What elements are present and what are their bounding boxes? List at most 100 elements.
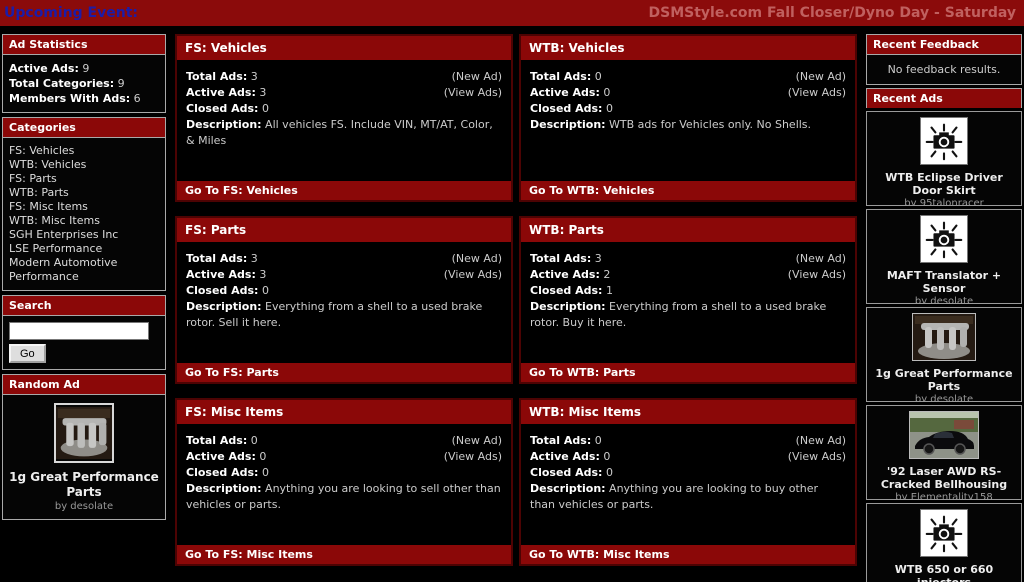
card-title: WTB: Vehicles <box>521 36 855 62</box>
description-line: Description: All vehicles FS. Include VI… <box>186 118 493 147</box>
random-ad-author: by desolate <box>54 501 114 512</box>
view-ads-link[interactable]: (View Ads) <box>787 450 846 463</box>
category-cards-grid: FS: Vehicles (New Ad) (View Ads) Total A… <box>175 34 857 582</box>
stat-members-with-ads: Members With Ads: 6 <box>9 92 141 105</box>
ad-statistics-panel: Ad Statistics Active Ads: 9 Total Catego… <box>2 34 166 113</box>
search-input[interactable] <box>9 322 149 340</box>
recent-ad-title: 1g Great Performance Parts <box>875 367 1013 393</box>
recent-ad-item[interactable]: '92 Laser AWD RS- Cracked Bellhousing by… <box>866 405 1022 500</box>
left-sidebar: Ad Statistics Active Ads: 9 Total Catego… <box>2 34 166 582</box>
active-ads-line: Active Ads: 2 <box>530 268 611 281</box>
random-ad-header: Random Ad <box>3 375 165 395</box>
intake-manifold-photo-svg <box>56 406 112 460</box>
page-content: Ad Statistics Active Ads: 9 Total Catego… <box>0 32 1024 582</box>
view-ads-link[interactable]: (View Ads) <box>443 86 502 99</box>
view-ads-link[interactable]: (View Ads) <box>443 268 502 281</box>
right-sidebar: Recent Feedback No feedback results. Rec… <box>866 34 1022 582</box>
car-photo <box>909 411 979 459</box>
recent-ad-author: by desolate <box>914 296 974 304</box>
recent-ad-item[interactable]: 1g Great Performance Parts by desolate <box>866 307 1022 402</box>
upcoming-event-label: Upcoming Event: <box>4 5 138 21</box>
go-to-category-link[interactable]: Go To FS: Misc Items <box>177 543 511 564</box>
recent-feedback-panel: Recent Feedback No feedback results. <box>866 34 1022 85</box>
recent-ad-item[interactable]: WTB Eclipse Driver Door Skirt by 95talon… <box>866 111 1022 206</box>
intake-manifold-photo[interactable] <box>54 403 114 463</box>
recent-ad-author: by 95talonracer <box>904 198 984 206</box>
sidebar-category-map[interactable]: Modern Automotive Performance <box>9 256 118 283</box>
no-photo-camera-icon <box>920 215 968 263</box>
total-ads-line: Total Ads: 3 <box>530 252 602 265</box>
sidebar-category-fs-vehicles[interactable]: FS: Vehicles <box>9 144 75 157</box>
card-fs-parts: FS: Parts (New Ad) (View Ads) Total Ads:… <box>175 216 513 384</box>
recent-ad-author: by desolate <box>914 394 974 402</box>
card-wtb-misc-items: WTB: Misc Items (New Ad) (View Ads) Tota… <box>519 398 857 566</box>
go-to-category-link[interactable]: Go To FS: Vehicles <box>177 179 511 200</box>
recent-feedback-header: Recent Feedback <box>867 35 1021 55</box>
active-ads-line: Active Ads: 0 <box>186 450 267 463</box>
closed-ads-line: Closed Ads: 1 <box>530 284 613 297</box>
recent-ad-item[interactable]: WTB 650 or 660 injectors by 95talonracer <box>866 503 1022 582</box>
go-to-category-link[interactable]: Go To WTB: Misc Items <box>521 543 855 564</box>
topbar: Upcoming Event: DSMStyle.com Fall Closer… <box>0 0 1024 32</box>
view-ads-link[interactable]: (View Ads) <box>787 268 846 281</box>
description-line: Description: WTB ads for Vehicles only. … <box>530 118 812 131</box>
card-wtb-vehicles: WTB: Vehicles (New Ad) (View Ads) Total … <box>519 34 857 202</box>
search-header: Search <box>3 296 165 316</box>
no-photo-camera-icon <box>920 117 968 165</box>
description-line: Description: Anything you are looking to… <box>186 482 501 511</box>
closed-ads-line: Closed Ads: 0 <box>186 284 269 297</box>
search-panel: Search Go <box>2 295 166 370</box>
new-ad-link[interactable]: (New Ad) <box>451 252 502 265</box>
active-ads-line: Active Ads: 0 <box>530 450 611 463</box>
card-title: WTB: Parts <box>521 218 855 244</box>
sidebar-category-wtb-vehicles[interactable]: WTB: Vehicles <box>9 158 87 171</box>
go-to-category-link[interactable]: Go To FS: Parts <box>177 361 511 382</box>
no-photo-camera-icon <box>920 509 968 557</box>
recent-ad-title: WTB Eclipse Driver Door Skirt <box>885 171 1003 197</box>
description-line: Description: Anything you are looking to… <box>530 482 819 511</box>
active-ads-line: Active Ads: 3 <box>186 86 267 99</box>
new-ad-link[interactable]: (New Ad) <box>795 252 846 265</box>
new-ad-link[interactable]: (New Ad) <box>451 434 502 447</box>
sidebar-category-lse[interactable]: LSE Performance <box>9 242 103 255</box>
recent-ads-header: Recent Ads <box>867 89 1021 108</box>
description-line: Description: Everything from a shell to … <box>530 300 827 329</box>
recent-ad-title: '92 Laser AWD RS- Cracked Bellhousing <box>880 465 1008 491</box>
active-ads-line: Active Ads: 3 <box>186 268 267 281</box>
sidebar-category-fs-parts[interactable]: FS: Parts <box>9 172 57 185</box>
card-title: FS: Misc Items <box>177 400 511 426</box>
description-line: Description: Everything from a shell to … <box>186 300 483 329</box>
sidebar-category-wtb-parts[interactable]: WTB: Parts <box>9 186 69 199</box>
closed-ads-line: Closed Ads: 0 <box>186 102 269 115</box>
total-ads-line: Total Ads: 0 <box>530 434 602 447</box>
closed-ads-line: Closed Ads: 0 <box>186 466 269 479</box>
search-go-button[interactable]: Go <box>9 344 46 363</box>
recent-ad-title: WTB 650 or 660 injectors <box>894 563 994 582</box>
card-title: FS: Parts <box>177 218 511 244</box>
random-ad-title-link[interactable]: 1g Great Performance Parts <box>9 470 159 499</box>
recent-ad-author: by Elementality158 <box>895 492 993 500</box>
upcoming-event-title-link[interactable]: DSMStyle.com Fall Closer/Dyno Day - Satu… <box>648 5 1016 21</box>
go-to-category-link[interactable]: Go To WTB: Parts <box>521 361 855 382</box>
ad-statistics-header: Ad Statistics <box>3 35 165 55</box>
recent-ad-item[interactable]: MAFT Translator + Sensor by desolate <box>866 209 1022 304</box>
go-to-category-link[interactable]: Go To WTB: Vehicles <box>521 179 855 200</box>
intake-manifold-photo <box>912 313 976 361</box>
card-title: WTB: Misc Items <box>521 400 855 426</box>
new-ad-link[interactable]: (New Ad) <box>795 434 846 447</box>
sidebar-category-sgh[interactable]: SGH Enterprises Inc <box>9 228 119 241</box>
closed-ads-line: Closed Ads: 0 <box>530 102 613 115</box>
card-fs-vehicles: FS: Vehicles (New Ad) (View Ads) Total A… <box>175 34 513 202</box>
view-ads-link[interactable]: (View Ads) <box>787 86 846 99</box>
total-ads-line: Total Ads: 0 <box>530 70 602 83</box>
new-ad-link[interactable]: (New Ad) <box>795 70 846 83</box>
total-ads-line: Total Ads: 3 <box>186 70 258 83</box>
card-wtb-parts: WTB: Parts (New Ad) (View Ads) Total Ads… <box>519 216 857 384</box>
card-fs-misc-items: FS: Misc Items (New Ad) (View Ads) Total… <box>175 398 513 566</box>
view-ads-link[interactable]: (View Ads) <box>443 450 502 463</box>
active-ads-line: Active Ads: 0 <box>530 86 611 99</box>
sidebar-category-fs-misc[interactable]: FS: Misc Items <box>9 200 88 213</box>
sidebar-category-wtb-misc[interactable]: WTB: Misc Items <box>9 214 100 227</box>
new-ad-link[interactable]: (New Ad) <box>451 70 502 83</box>
card-title: FS: Vehicles <box>177 36 511 62</box>
